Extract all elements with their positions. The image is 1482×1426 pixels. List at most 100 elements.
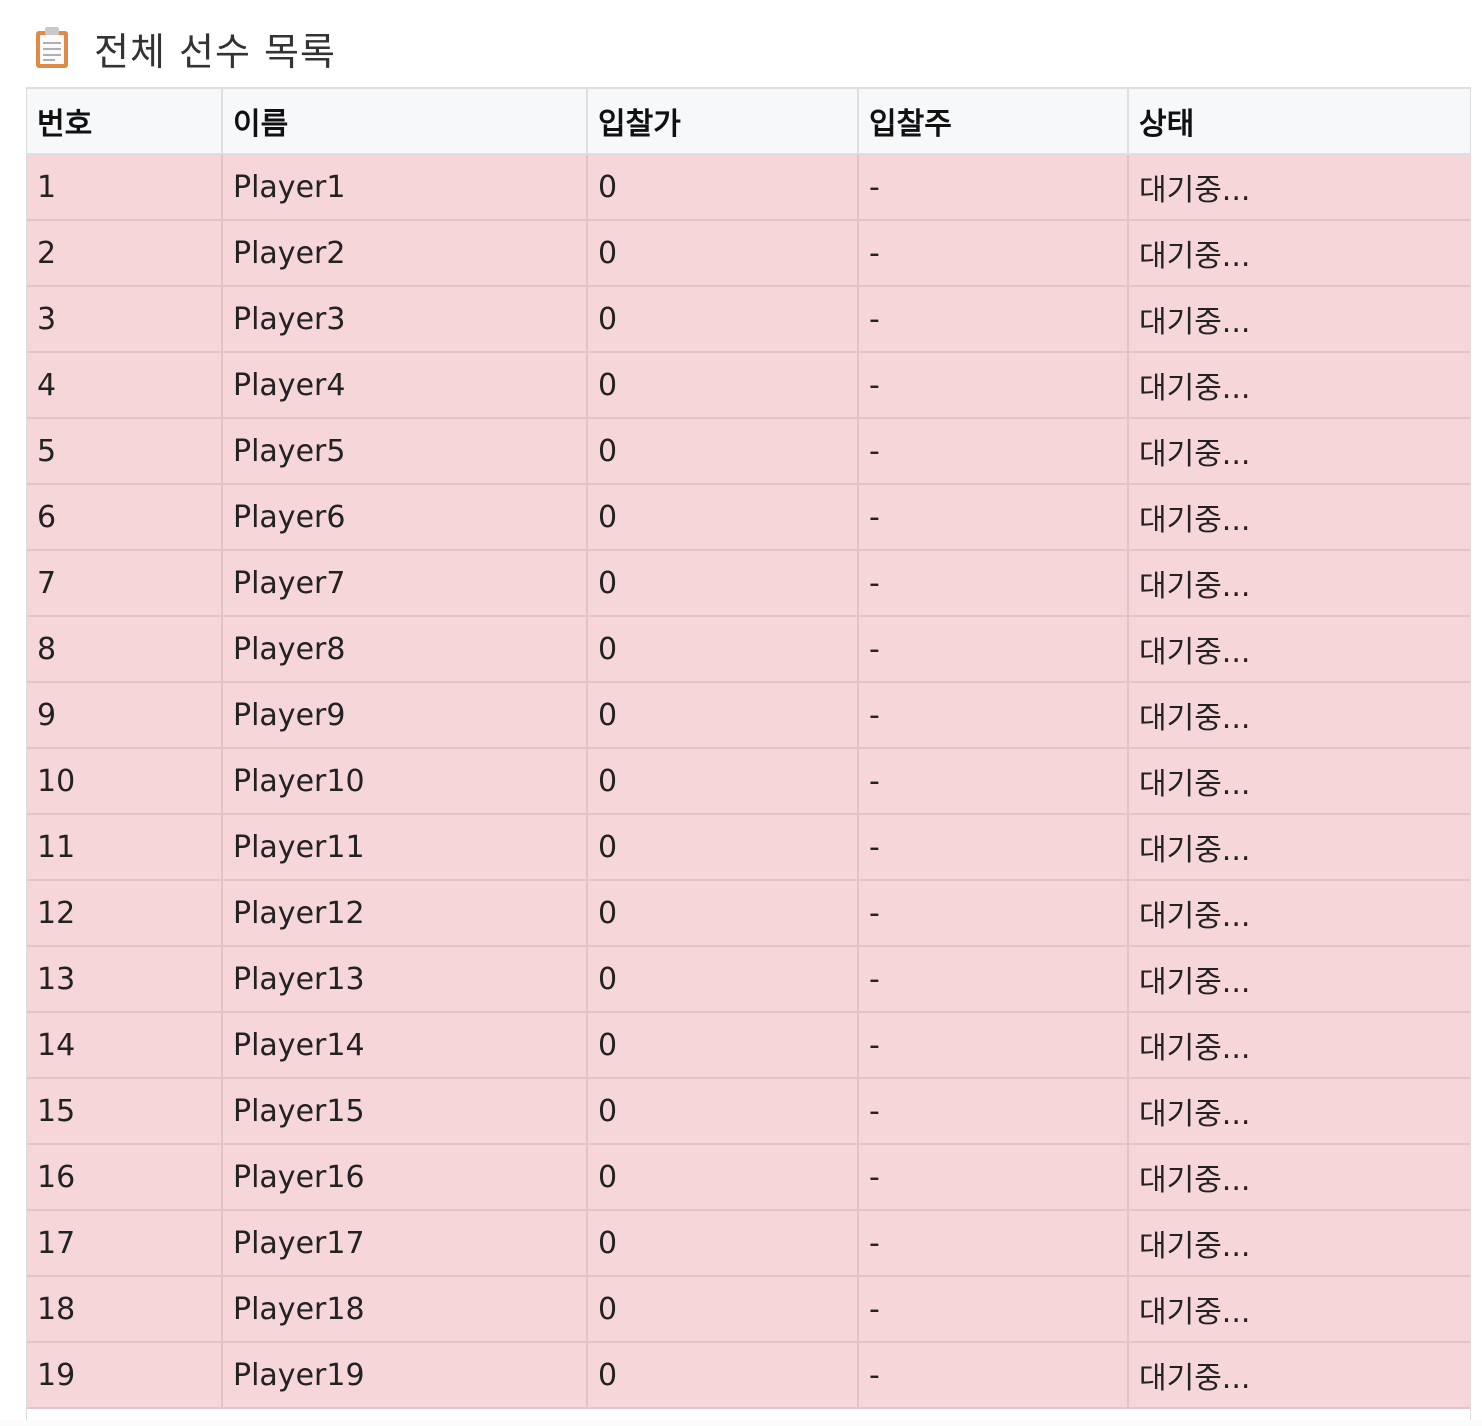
cell-number: 14 bbox=[27, 1012, 223, 1079]
cell-number: 16 bbox=[27, 1144, 223, 1211]
cell-name: Player2 bbox=[222, 220, 588, 287]
cell-bid: 0 bbox=[587, 550, 859, 617]
cell-bidder: - bbox=[858, 682, 1129, 749]
cell-number: 11 bbox=[27, 814, 223, 881]
cell-number: 3 bbox=[27, 286, 223, 353]
cell-name: Player6 bbox=[222, 484, 588, 551]
cell-bid: 0 bbox=[587, 1342, 859, 1409]
section-header: 전체 선수 목록 bbox=[34, 20, 336, 76]
cell-status: 대기중... bbox=[1128, 616, 1470, 683]
cell-status: 대기중... bbox=[1128, 1012, 1470, 1079]
cell-number: 15 bbox=[27, 1078, 223, 1145]
cell-status: 대기중... bbox=[1128, 880, 1470, 947]
cell-bid: 0 bbox=[587, 1078, 859, 1145]
table-row[interactable]: 5 Player5 0- 대기중... bbox=[27, 418, 1470, 485]
cell-status: 대기중... bbox=[1128, 946, 1470, 1013]
cell-bidder: - bbox=[858, 616, 1129, 683]
cell-bidder: - bbox=[858, 1078, 1129, 1145]
cell-bidder: - bbox=[858, 286, 1129, 353]
cell-bidder: - bbox=[858, 880, 1129, 947]
table-row[interactable]: 16 Player16 0- 대기중... bbox=[27, 1144, 1470, 1211]
cell-bidder: - bbox=[858, 1012, 1129, 1079]
table-row[interactable]: 14 Player14 0- 대기중... bbox=[27, 1012, 1470, 1079]
column-header-name: 이름 bbox=[222, 87, 588, 155]
cell-bid: 0 bbox=[587, 748, 859, 815]
page-title: 전체 선수 목록 bbox=[94, 29, 336, 74]
table-row[interactable]: 7 Player7 0- 대기중... bbox=[27, 550, 1470, 617]
table-row[interactable]: 15 Player15 0- 대기중... bbox=[27, 1078, 1470, 1145]
cell-bidder: - bbox=[858, 1342, 1129, 1409]
cell-name: Player9 bbox=[222, 682, 588, 749]
cell-name: Player10 bbox=[222, 748, 588, 815]
cell-name: Player5 bbox=[222, 418, 588, 485]
cell-bid: 0 bbox=[587, 286, 859, 353]
column-header-bidder: 입찰주 bbox=[858, 87, 1129, 155]
cell-number: 4 bbox=[27, 352, 223, 419]
table-row[interactable]: 8 Player8 0- 대기중... bbox=[27, 616, 1470, 683]
cell-bidder: - bbox=[858, 748, 1129, 815]
cell-name: Player3 bbox=[222, 286, 588, 353]
table-row[interactable]: 18 Player18 0- 대기중... bbox=[27, 1276, 1470, 1343]
cell-status: 대기중... bbox=[1128, 1078, 1470, 1145]
cell-number: 9 bbox=[27, 682, 223, 749]
cell-bidder: - bbox=[858, 220, 1129, 287]
cell-name: Player14 bbox=[222, 1012, 588, 1079]
table-row[interactable]: 4 Player4 0- 대기중... bbox=[27, 352, 1470, 419]
cell-name: Player16 bbox=[222, 1144, 588, 1211]
column-header-number: 번호 bbox=[27, 87, 223, 155]
table-row[interactable]: 1 Player1 0- 대기중... bbox=[27, 154, 1470, 221]
cell-bid: 0 bbox=[587, 220, 859, 287]
cell-bid: 0 bbox=[587, 682, 859, 749]
table-row[interactable]: 10 Player10 0- 대기중... bbox=[27, 748, 1470, 815]
cell-bid: 0 bbox=[587, 1276, 859, 1343]
cell-bid: 0 bbox=[587, 1210, 859, 1277]
cell-bidder: - bbox=[858, 550, 1129, 617]
cell-status: 대기중... bbox=[1128, 484, 1470, 551]
cell-status: 대기중... bbox=[1128, 286, 1470, 353]
cell-name: Player7 bbox=[222, 550, 588, 617]
cell-bid: 0 bbox=[587, 946, 859, 1013]
cell-bidder: - bbox=[858, 484, 1129, 551]
cell-bidder: - bbox=[858, 418, 1129, 485]
cell-bidder: - bbox=[858, 1210, 1129, 1277]
table-row[interactable]: 19 Player19 0- 대기중... bbox=[27, 1342, 1470, 1409]
cell-number: 5 bbox=[27, 418, 223, 485]
cell-bidder: - bbox=[858, 814, 1129, 881]
column-header-status: 상태 bbox=[1128, 87, 1470, 155]
cell-status: 대기중... bbox=[1128, 682, 1470, 749]
cell-bidder: - bbox=[858, 1276, 1129, 1343]
cell-number: 17 bbox=[27, 1210, 223, 1277]
cell-status: 대기중... bbox=[1128, 1342, 1470, 1409]
cell-bidder: - bbox=[858, 154, 1129, 221]
cell-number: 12 bbox=[27, 880, 223, 947]
cell-status: 대기중... bbox=[1128, 220, 1470, 287]
cell-bid: 0 bbox=[587, 154, 859, 221]
cell-status: 대기중... bbox=[1128, 1144, 1470, 1211]
table-row[interactable]: 11 Player11 0- 대기중... bbox=[27, 814, 1470, 881]
cell-number: 7 bbox=[27, 550, 223, 617]
bottom-edge bbox=[0, 1420, 1482, 1426]
cell-bid: 0 bbox=[587, 880, 859, 947]
players-table: 번호 이름 입찰가 입찰주 상태 1 Player1 0- 대기중... 2 Player… bbox=[27, 87, 1470, 1409]
cell-bidder: - bbox=[858, 1144, 1129, 1211]
cell-bid: 0 bbox=[587, 616, 859, 683]
cell-bid: 0 bbox=[587, 484, 859, 551]
clipboard-icon bbox=[36, 27, 68, 68]
players-table-container[interactable]: 번호 이름 입찰가 입찰주 상태 1 Player1 0- 대기중... 2 Player… bbox=[26, 87, 1471, 1426]
cell-number: 2 bbox=[27, 220, 223, 287]
cell-status: 대기중... bbox=[1128, 352, 1470, 419]
table-body: 1 Player1 0- 대기중... 2 Player2 0- 대기중... 3 Player3… bbox=[27, 154, 1470, 1409]
cell-number: 8 bbox=[27, 616, 223, 683]
table-row[interactable]: 6 Player6 0- 대기중... bbox=[27, 484, 1470, 551]
table-row[interactable]: 2 Player2 0- 대기중... bbox=[27, 220, 1470, 287]
table-row[interactable]: 9 Player9 0- 대기중... bbox=[27, 682, 1470, 749]
table-row[interactable]: 3 Player3 0- 대기중... bbox=[27, 286, 1470, 353]
cell-name: Player15 bbox=[222, 1078, 588, 1145]
cell-status: 대기중... bbox=[1128, 550, 1470, 617]
cell-name: Player17 bbox=[222, 1210, 588, 1277]
table-row[interactable]: 17 Player17 0- 대기중... bbox=[27, 1210, 1470, 1277]
table-row[interactable]: 12 Player12 0- 대기중... bbox=[27, 880, 1470, 947]
cell-number: 6 bbox=[27, 484, 223, 551]
table-row[interactable]: 13 Player13 0- 대기중... bbox=[27, 946, 1470, 1013]
